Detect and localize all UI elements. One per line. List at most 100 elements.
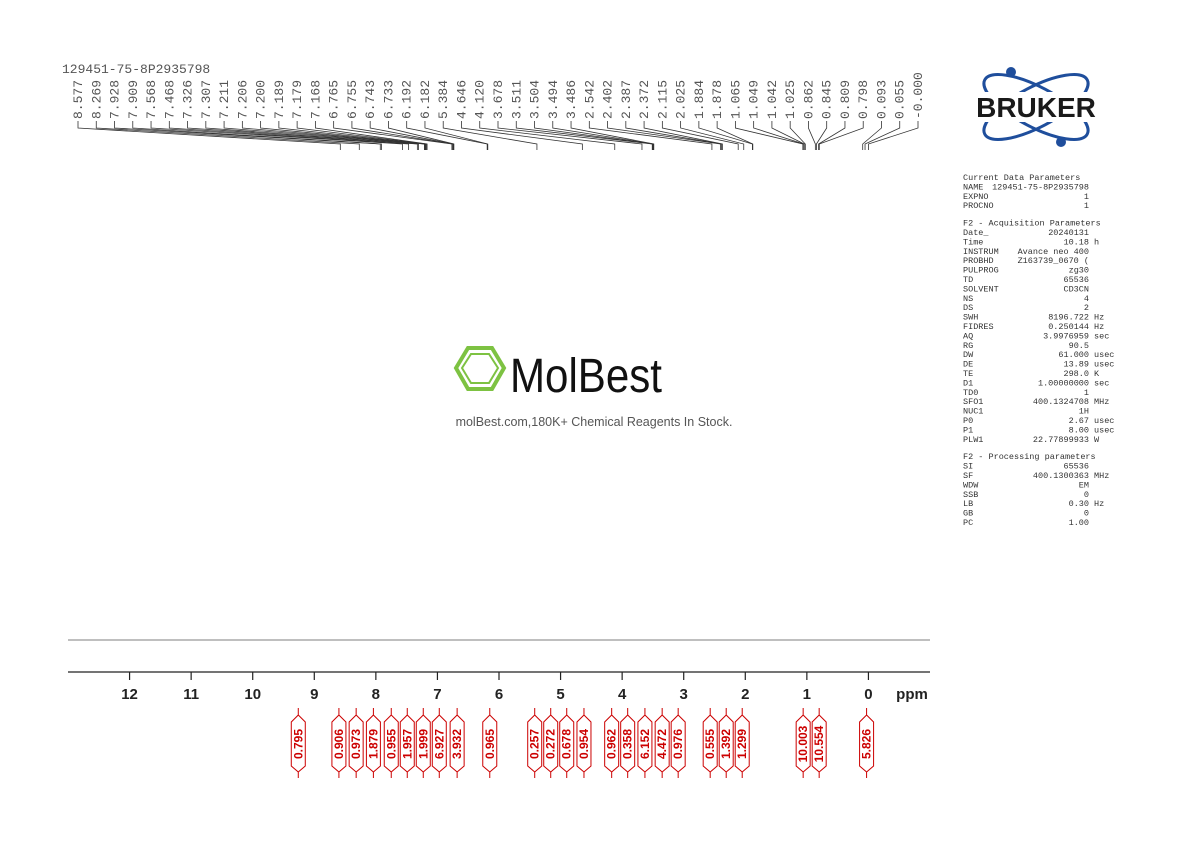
x-tick-label: 1: [803, 686, 811, 703]
param-name: INSTRUM: [963, 247, 999, 257]
param-value: 13.89: [1063, 360, 1089, 370]
param-unit: usec: [1094, 350, 1114, 360]
param-name: TE: [963, 369, 973, 379]
watermark-icon: [453, 346, 507, 391]
param-value: 0: [1084, 490, 1089, 500]
peak-connector: [424, 121, 489, 150]
peak-connector: [661, 121, 739, 150]
param-value: 20240131: [1048, 228, 1089, 238]
peak-label: 6.743: [363, 80, 378, 119]
param-value: 1: [1084, 201, 1089, 211]
param-unit: usec: [1094, 425, 1114, 435]
peak-connector: [461, 121, 583, 150]
peak-label: 0.798: [856, 80, 871, 119]
integral-label: 5.826: [860, 729, 874, 759]
param-name: GB: [963, 509, 973, 519]
logo-backdrop: [958, 92, 1114, 122]
peak-label: 0.055: [893, 80, 908, 119]
peak-connector: [607, 121, 721, 150]
x-tick-label: 3: [680, 686, 688, 703]
param-value: 400.1324708: [1033, 397, 1089, 407]
integral-bracket: [290, 708, 306, 778]
integral-bracket: [620, 708, 636, 778]
peak-connector: [753, 121, 805, 150]
integral-bracket: [734, 708, 750, 778]
peak-label: 8.577: [71, 80, 86, 119]
watermark-tagline: molBest.com,180K+ Chemical Reagents In S…: [456, 415, 733, 429]
param-unit: Hz: [1094, 313, 1104, 323]
peak-label: 7.189: [272, 80, 287, 119]
peak-connector: [77, 121, 341, 150]
param-unit: Hz: [1094, 499, 1104, 509]
peak-connector: [818, 121, 846, 150]
peak-label: 7.326: [181, 80, 196, 119]
integral-bracket: [383, 708, 399, 778]
peak-connector: [818, 121, 864, 150]
peak-label: 0.809: [838, 80, 853, 119]
peak-connector: [95, 121, 360, 150]
peak-connector: [864, 121, 901, 150]
peak-label: 4.120: [473, 80, 488, 119]
integral-bracket: [654, 708, 670, 778]
integral-label: 0.678: [560, 729, 574, 759]
peak-connector: [168, 121, 410, 150]
x-tick-label: 6: [495, 686, 503, 703]
peak-connector: [369, 121, 454, 150]
x-axis-label: ppm: [896, 686, 928, 703]
x-tick-label: 9: [310, 686, 318, 703]
param-value: 8196.722: [1048, 313, 1089, 323]
peak-label: 5.384: [436, 80, 451, 119]
peak-label: 7.168: [308, 80, 323, 119]
param-unit: sec: [1094, 378, 1109, 388]
integral-bracket: [415, 708, 431, 778]
integral-label: 0.965: [483, 729, 497, 759]
param-name: SI: [963, 462, 973, 472]
param-name: DS: [963, 303, 973, 313]
param-heading: F2 - Acquisition Parameters: [963, 219, 1101, 229]
param-unit: usec: [1094, 416, 1114, 426]
peak-connector: [479, 121, 616, 150]
integral-bracket: [604, 708, 620, 778]
param-value: 4: [1084, 294, 1089, 304]
integral-bracket: [811, 708, 827, 778]
param-name: P0: [963, 416, 973, 426]
param-unit: MHz: [1094, 471, 1109, 481]
integral-label: 10.003: [796, 725, 810, 762]
peak-connector: [716, 121, 754, 150]
integral-label: 0.358: [621, 729, 635, 759]
param-value: zg30: [1069, 266, 1089, 276]
peak-label: 0.093: [874, 80, 889, 119]
peak-label: 3.494: [546, 80, 561, 119]
integral-bracket: [543, 708, 559, 778]
peak-connector: [570, 121, 655, 150]
peak-connector: [734, 121, 804, 150]
param-name: PULPROG: [963, 266, 999, 276]
param-unit: MHz: [1094, 397, 1109, 407]
param-value: 22.77899933: [1033, 435, 1089, 445]
param-value: 1H: [1079, 407, 1089, 417]
peak-label: 3.678: [491, 80, 506, 119]
param-name: PC: [963, 518, 973, 528]
integral-bracket: [702, 708, 718, 778]
integral-label: 0.906: [332, 729, 346, 759]
peak-connector: [862, 121, 882, 150]
peak-connector: [351, 121, 453, 150]
integral-label: 0.973: [349, 729, 363, 759]
param-name: DW: [963, 350, 974, 360]
param-name: TD: [963, 275, 973, 285]
logo-dot: [1006, 67, 1016, 77]
param-name: AQ: [963, 331, 973, 341]
integral-bracket: [348, 708, 364, 778]
param-name: Date_: [963, 228, 989, 238]
peak-connector: [150, 121, 403, 150]
peak-label: 7.468: [162, 80, 177, 119]
integral-bracket: [449, 708, 465, 778]
param-value: 1: [1084, 388, 1089, 398]
param-value: 400.1300363: [1033, 471, 1089, 481]
param-name: DE: [963, 360, 973, 370]
param-value: CD3CN: [1063, 284, 1089, 294]
peak-connector: [625, 121, 722, 150]
param-name: EXPNO: [963, 192, 989, 202]
logo-dot: [1056, 137, 1066, 147]
integral-bracket: [399, 708, 415, 778]
